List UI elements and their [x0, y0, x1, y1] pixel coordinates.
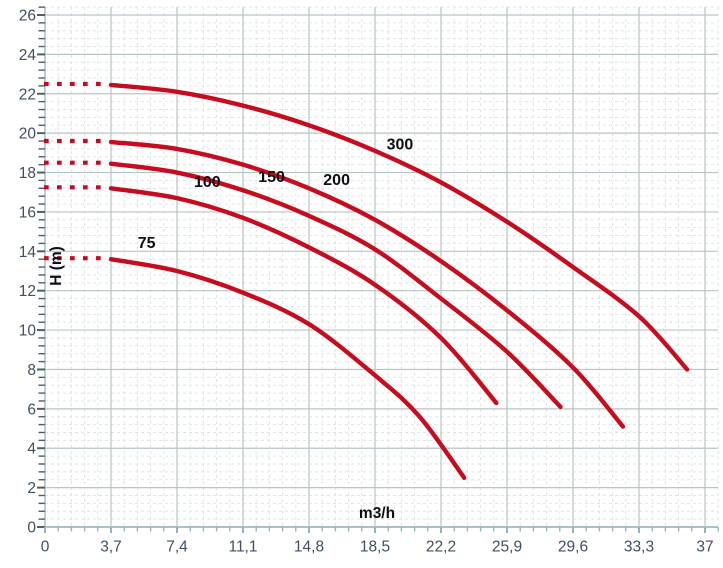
- x-tick-label: 3,7: [100, 539, 122, 556]
- y-tick-label: 24: [19, 47, 37, 64]
- y-axis-title: H (m): [48, 246, 65, 286]
- x-tick-label: 29,6: [558, 539, 588, 556]
- x-tick-label: 7,4: [166, 539, 188, 556]
- x-tick-label: 0: [41, 539, 50, 556]
- x-axis-title: m3/h: [358, 505, 396, 522]
- curve-100: [108, 186, 499, 406]
- x-tick-label: 25,9: [492, 539, 522, 556]
- x-tick-label: 33,3: [624, 539, 654, 556]
- y-tick-label: 26: [19, 8, 36, 25]
- y-tick-label: 6: [27, 401, 36, 418]
- curves-layer: [43, 81, 690, 480]
- y-tick-label: 8: [27, 362, 36, 379]
- y-tick-label: 12: [19, 283, 36, 300]
- curve-150: [108, 161, 563, 410]
- tick-marks-layer: [37, 6, 719, 533]
- curve-300: [108, 82, 690, 372]
- y-tick-label: 0: [27, 520, 36, 537]
- x-tick-label: 18,5: [360, 539, 390, 556]
- curve-200: [108, 139, 626, 429]
- y-tick-label: 20: [19, 126, 37, 143]
- tick-labels-layer: 0 3,7 7,4 11,1 14,8 18,5 22,2 25,9 29,6 33,3 37024…: [19, 8, 714, 556]
- curve-label-150: 150: [258, 169, 285, 186]
- curve-75: [108, 256, 467, 480]
- x-tick-label: 14,8: [294, 539, 324, 556]
- y-tick-label: 14: [19, 244, 37, 261]
- x-tick-label: 11,1: [228, 539, 257, 556]
- y-tick-label: 18: [19, 165, 36, 182]
- curve-label-100: 100: [194, 174, 221, 191]
- x-tick-label: 37: [696, 539, 713, 556]
- x-tick-label: 22,2: [426, 539, 456, 556]
- curve-label-300: 300: [387, 136, 414, 153]
- y-tick-label: 22: [19, 86, 36, 103]
- y-tick-label: 2: [27, 480, 36, 497]
- curve-labels-layer: 75 100 150 200 300: [138, 136, 414, 251]
- curve-label-200: 200: [323, 172, 350, 189]
- y-tick-label: 16: [19, 204, 36, 221]
- curve-label-75: 75: [138, 235, 156, 252]
- y-tick-label: 4: [27, 441, 36, 458]
- y-tick-label: 10: [19, 323, 37, 340]
